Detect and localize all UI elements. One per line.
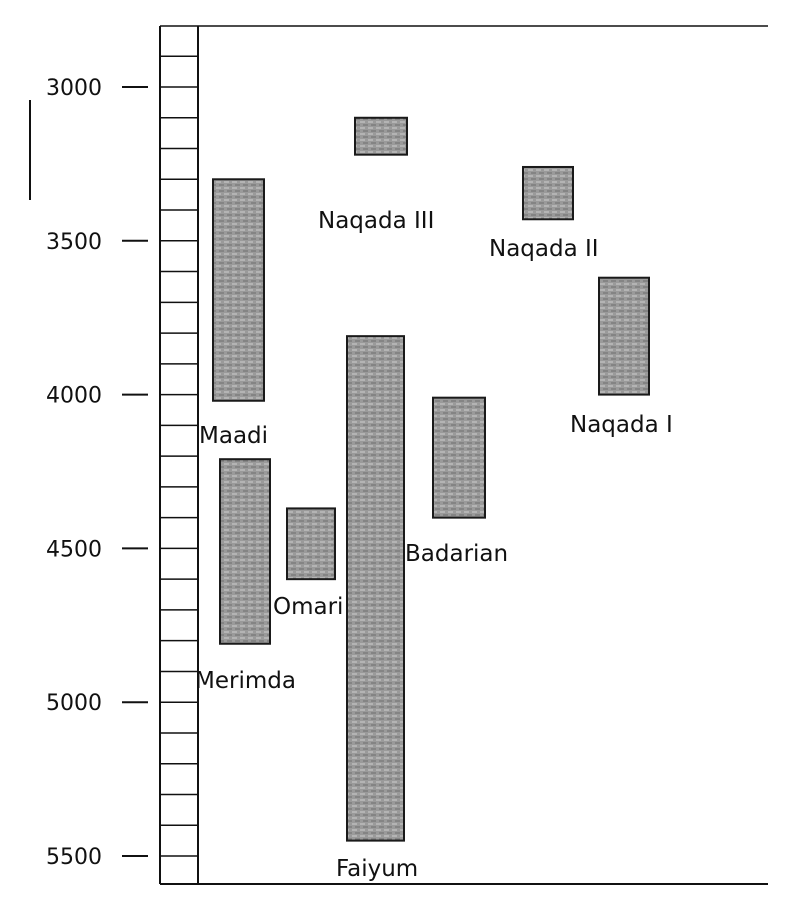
y-tick-label: 3500	[46, 230, 102, 255]
bar-faiyum	[346, 335, 405, 842]
year-ruler	[160, 55, 198, 857]
y-tick-label: 4000	[46, 384, 102, 409]
y-tick-label: 5500	[46, 845, 102, 870]
bar-naqada-iii	[354, 116, 408, 156]
bar-badarian	[432, 396, 486, 519]
bar-label-naqada-iii: Naqada III	[318, 208, 434, 234]
bar-label-badarian: Badarian	[405, 541, 508, 567]
bar-merimda	[219, 458, 271, 645]
bar-naqada-i	[598, 276, 650, 396]
bar-maadi	[212, 178, 265, 402]
bar-label-omari: Omari	[273, 594, 343, 620]
bar-omari	[286, 507, 336, 581]
plot-frame	[29, 25, 768, 885]
bar-label-naqada-i: Naqada I	[570, 412, 673, 438]
y-tick-label: 4500	[46, 537, 102, 562]
y-axis-ticks: 3000 3500 4000 4500 5000 5500	[46, 76, 148, 870]
period-labels: Naqada III Naqada II Maadi Naqada I Faiyum Ba…	[195, 208, 673, 882]
bar-naqada-ii	[522, 165, 574, 221]
bar-label-maadi: Maadi	[199, 423, 268, 449]
period-bars	[212, 116, 650, 842]
y-tick-label: 3000	[46, 76, 102, 101]
bar-label-naqada-ii: Naqada II	[489, 236, 599, 262]
bar-label-merimda: Merimda	[195, 668, 296, 694]
y-tick-label: 5000	[46, 691, 102, 716]
bar-label-faiyum: Faiyum	[336, 856, 418, 882]
